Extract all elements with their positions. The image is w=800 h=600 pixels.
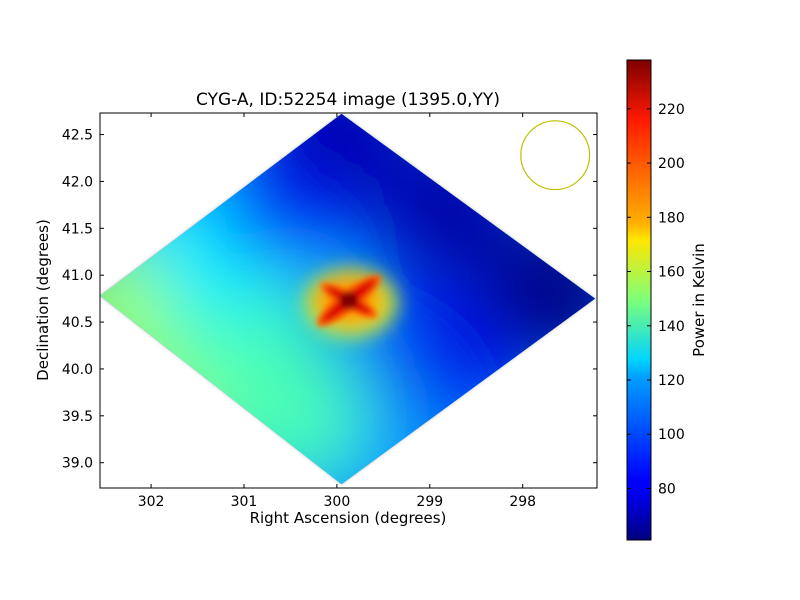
beam-circle — [520, 120, 591, 191]
chart-title: CYG-A, ID:52254 image (1395.0,YY) — [196, 90, 500, 110]
x-tick-label: 302 — [138, 494, 165, 510]
y-tick-label: 41.5 — [62, 221, 93, 237]
y-tick-label: 40.5 — [62, 315, 93, 331]
colorbar-tick-label: 200 — [658, 156, 685, 172]
colorbar-tick-label: 120 — [658, 373, 685, 389]
heatmap-sample — [484, 218, 596, 369]
colorbar-tick-label: 80 — [658, 481, 676, 497]
x-axis-ticks: 302 301 300 299 298 — [138, 113, 536, 510]
y-axis-ticks: 39.0 39.5 40.0 40.5 41.0 41.5 42.0 42.5 — [62, 128, 597, 472]
colorbar-tick-label: 220 — [658, 102, 685, 118]
y-tick-label: 41.0 — [62, 268, 93, 284]
heatmap-sample — [261, 113, 412, 201]
y-tick-label: 39.0 — [62, 456, 93, 472]
x-tick-label: 298 — [509, 494, 536, 510]
colorbar-tick-label: 140 — [658, 319, 685, 335]
source-core — [339, 291, 358, 310]
axes-frame — [99, 112, 598, 489]
x-tick-label: 299 — [416, 494, 443, 510]
x-tick-label: 301 — [231, 494, 258, 510]
colorbar — [626, 59, 652, 541]
colorbar-label: Power in Kelvin — [690, 243, 708, 357]
y-tick-label: 42.0 — [62, 174, 93, 190]
y-tick-label: 40.0 — [62, 362, 93, 378]
y-axis-label: Declination (degrees) — [34, 219, 52, 381]
x-axis-label: Right Ascension (degrees) — [250, 509, 447, 527]
y-tick-label: 42.5 — [62, 128, 93, 144]
x-tick-label: 300 — [324, 494, 351, 510]
plot-area — [100, 113, 596, 485]
colorbar-ticks: 80 100 120 140 160 180 200 220 — [627, 102, 685, 497]
heatmap-sample — [215, 340, 366, 485]
colorbar-tick-label: 100 — [658, 427, 685, 443]
colorbar-tick-label: 180 — [658, 210, 685, 226]
source-blob — [304, 268, 397, 337]
y-tick-label: 39.5 — [62, 409, 93, 425]
colorbar-tick-label: 160 — [658, 265, 685, 281]
